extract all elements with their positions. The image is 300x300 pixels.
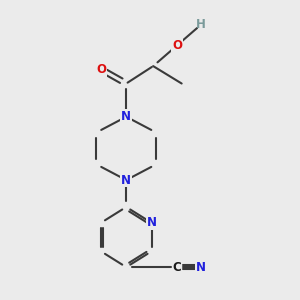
Text: N: N xyxy=(196,261,206,274)
Text: O: O xyxy=(172,39,182,52)
Text: O: O xyxy=(96,63,106,76)
Text: C: C xyxy=(172,261,181,274)
Text: H: H xyxy=(196,18,206,32)
Text: N: N xyxy=(121,110,131,123)
Text: N: N xyxy=(147,216,157,229)
Text: N: N xyxy=(121,174,131,187)
